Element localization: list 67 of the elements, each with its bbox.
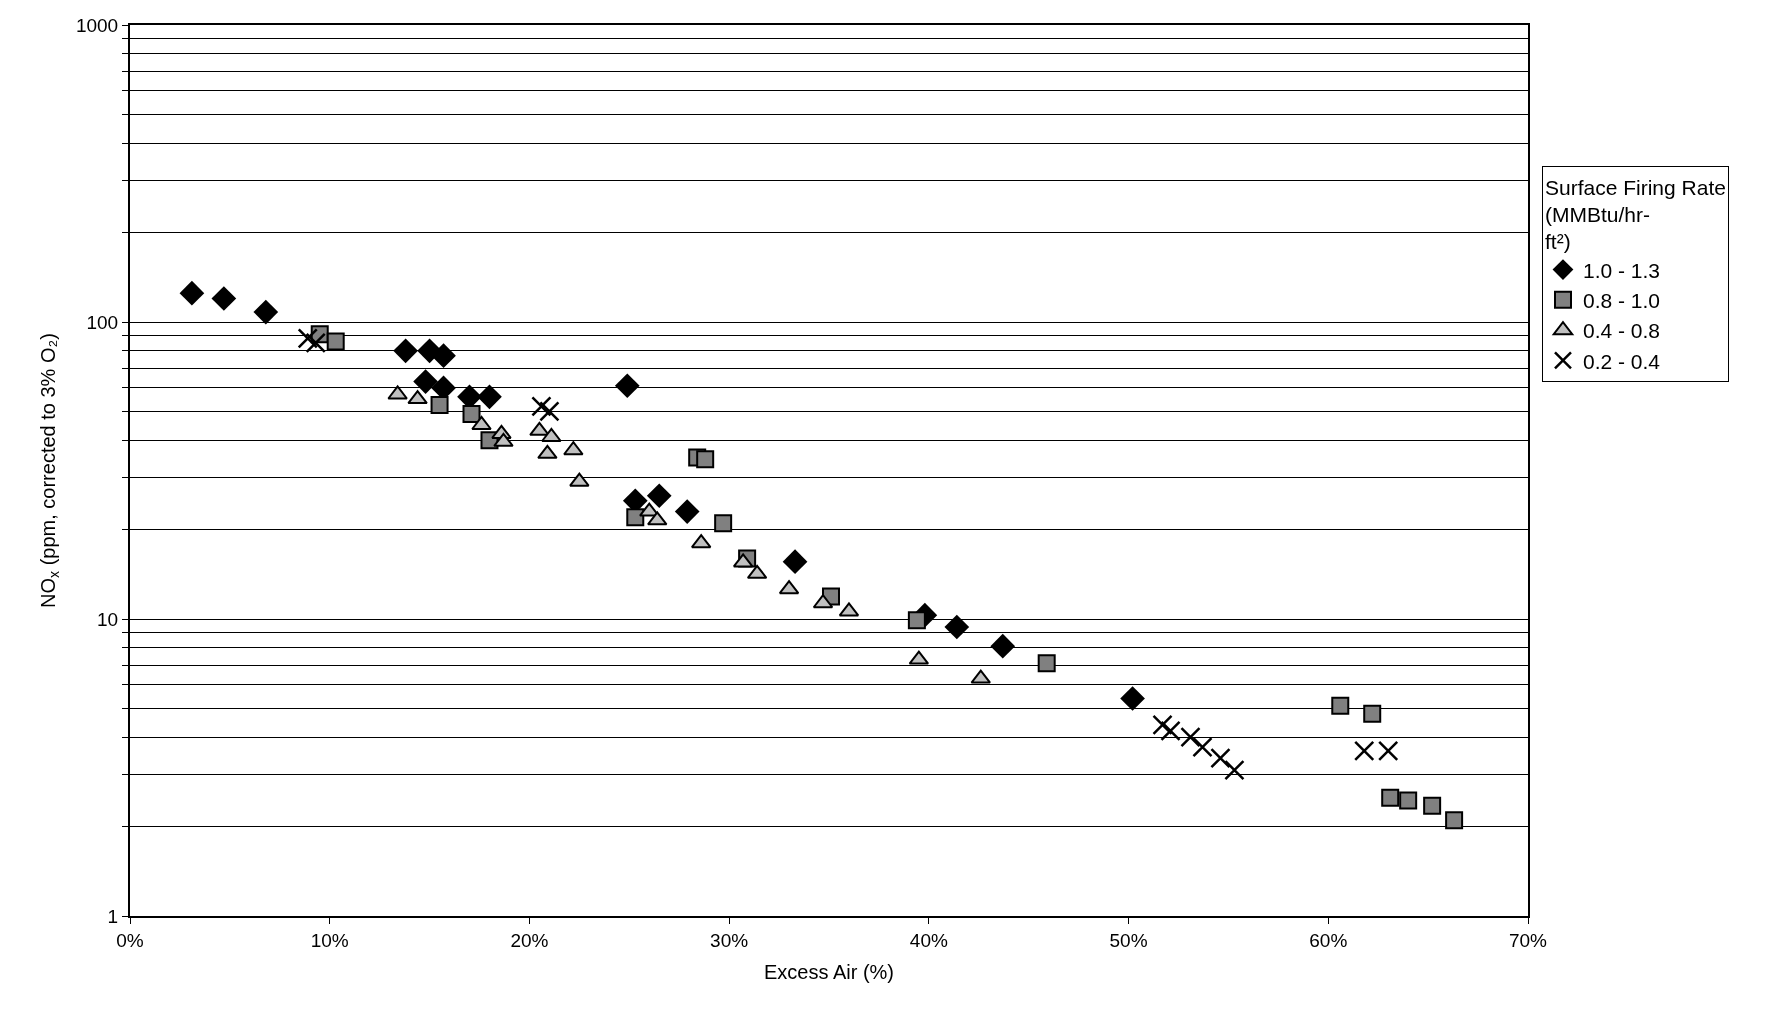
x-tick-label: 10% [310,929,349,951]
point [493,432,514,447]
point [1180,726,1201,748]
point [179,280,205,306]
point [1423,796,1442,815]
point [393,338,418,364]
point [569,472,590,487]
point [1224,759,1245,781]
point [387,385,408,400]
point [407,390,428,405]
point [1363,704,1382,723]
point [297,328,318,349]
point [646,483,672,509]
point [1210,747,1231,769]
x-tick-label: 40% [909,929,948,951]
point [537,444,558,459]
point [305,332,326,354]
point [614,373,640,399]
point [1037,654,1056,673]
point [1353,740,1375,762]
x-tick-label: 30% [710,929,749,951]
y-tick-label: 1 [107,905,119,927]
legend-title: Surface Firing Rate (MMBtu/hr-ft²) [1544,175,1726,254]
point [1120,686,1145,711]
point [1192,736,1213,758]
legend-label: 0.8 - 1.0 [1582,289,1661,313]
point [1445,811,1464,830]
point [529,421,550,436]
point [907,611,926,630]
x-tick-label: 0% [116,929,144,951]
point [639,502,660,517]
point [647,511,668,526]
point [430,396,449,415]
point [1381,788,1400,807]
x-tick-label: 60% [1309,929,1348,951]
point [211,286,237,311]
point [413,369,438,394]
legend-label: 0.2 - 0.4 [1582,349,1661,373]
point [944,614,970,640]
point [1399,791,1418,810]
point [253,299,279,325]
point [696,450,715,469]
point [531,396,552,417]
point [1160,720,1181,742]
y-tick-label: 10 [97,608,119,630]
point [782,549,808,574]
point [1331,696,1350,715]
point [326,332,345,351]
point [477,384,502,410]
x-tick-label: 50% [1109,929,1148,951]
point [1377,740,1399,762]
y-tick-label: 1000 [75,14,119,36]
point [714,514,733,533]
point [674,499,700,524]
point [462,405,481,424]
x-tick-label: 70% [1508,929,1548,951]
point [626,508,645,527]
point [539,401,560,422]
point [431,343,456,369]
x-axis-title: Excess Air (%) [763,960,895,983]
y-tick-label: 100 [86,311,119,333]
x-tick-label: 20% [510,929,549,951]
point [563,441,584,456]
legend-label: 0.4 - 0.8 [1582,319,1661,343]
point [990,633,1016,659]
point [1152,714,1173,736]
legend-label: 1.0 - 1.3 [1582,258,1661,282]
